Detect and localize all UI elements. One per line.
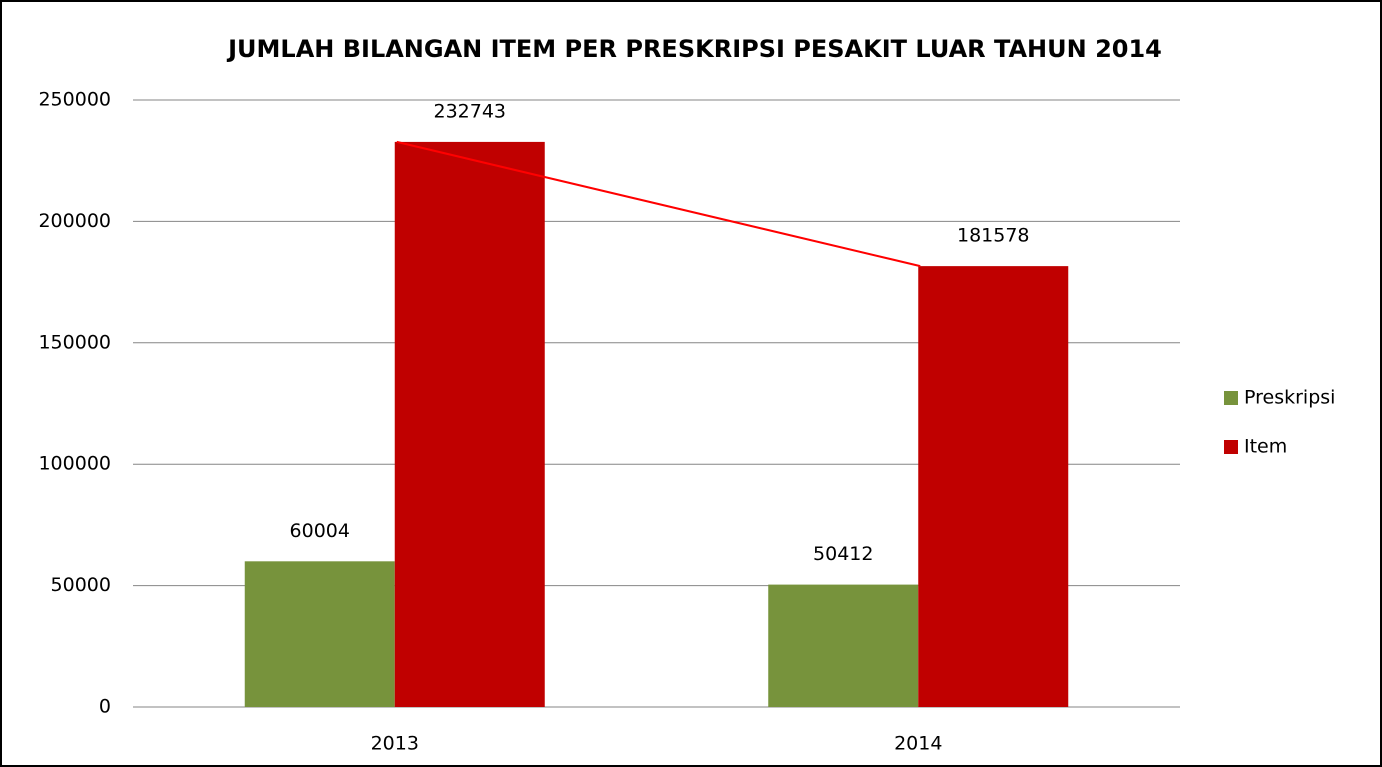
bar xyxy=(918,266,1069,707)
y-tick-label: 150000 xyxy=(38,331,111,353)
data-label: 60004 xyxy=(290,520,350,542)
bar xyxy=(768,584,919,707)
chart-title: JUMLAH BILANGAN ITEM PER PRESKRIPSI PESA… xyxy=(226,35,1162,63)
bar xyxy=(394,141,545,707)
y-tick-label: 0 xyxy=(99,696,111,718)
y-tick-label: 250000 xyxy=(38,89,111,111)
legend-label: Item xyxy=(1244,436,1287,458)
y-tick-label: 200000 xyxy=(38,210,111,232)
y-tick-label: 50000 xyxy=(51,574,111,596)
data-label: 181578 xyxy=(957,225,1030,247)
trend-line xyxy=(396,140,921,268)
y-tick-label: 100000 xyxy=(38,453,111,475)
x-tick-label: 2014 xyxy=(894,733,942,755)
x-tick-label: 2013 xyxy=(371,733,419,755)
data-label: 232743 xyxy=(433,100,506,122)
data-label: 50412 xyxy=(813,543,873,565)
legend-label: Preskripsi xyxy=(1244,387,1335,409)
bar xyxy=(244,561,395,707)
legend-swatch xyxy=(1224,440,1238,454)
legend-swatch xyxy=(1224,391,1238,405)
